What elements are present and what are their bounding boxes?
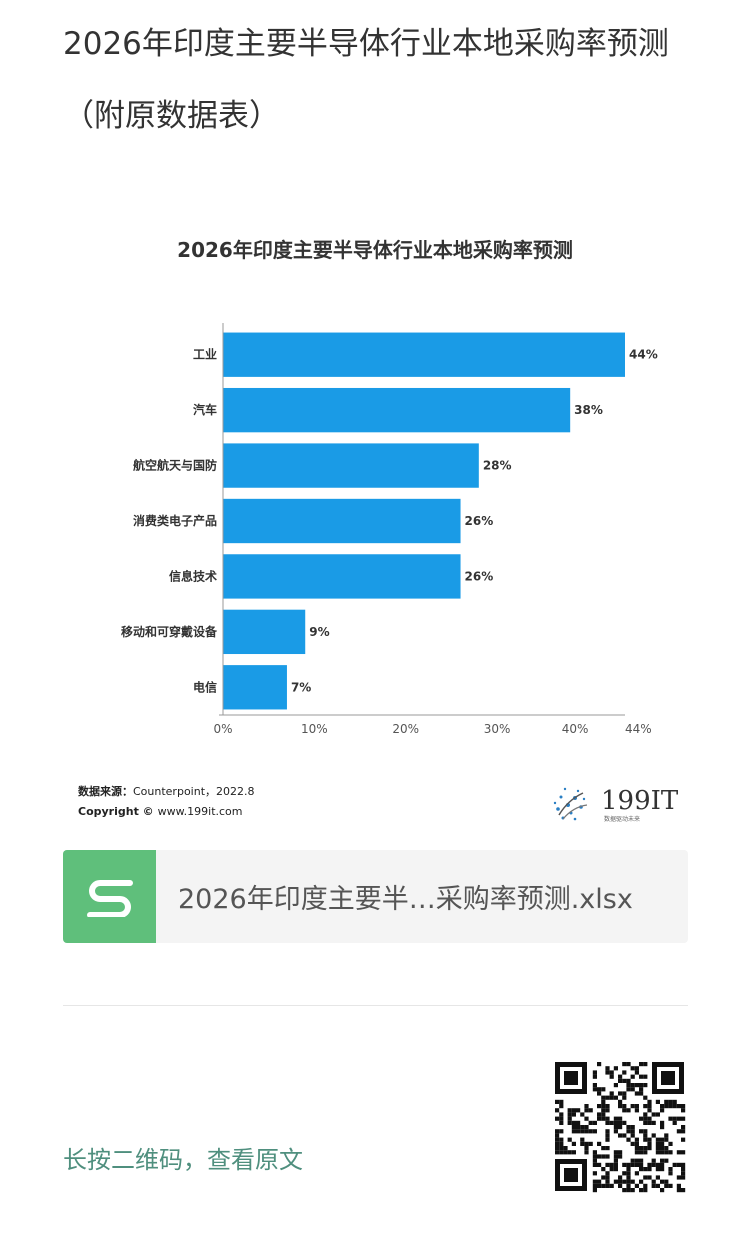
spreadsheet-s-icon (63, 850, 156, 943)
x-tick-label: 20% (392, 722, 419, 736)
value-label: 44% (629, 348, 658, 362)
x-tick-label: 30% (484, 722, 511, 736)
copyright-text: www.199it.com (158, 805, 243, 818)
value-label: 26% (465, 569, 494, 583)
value-label: 26% (465, 514, 494, 528)
category-label: 汽车 (193, 402, 217, 417)
value-label: 7% (291, 680, 311, 694)
bar (223, 443, 479, 488)
qr-code-icon[interactable] (553, 1060, 686, 1193)
x-tick-label: 40% (562, 722, 589, 736)
chart-title: 2026年印度主要半导体行业本地采购率预测 (177, 238, 573, 262)
x-tick-label: 0% (213, 722, 232, 736)
divider (63, 1005, 688, 1006)
logo-tagline: 数据驱动未来 (604, 815, 640, 823)
attachment-file-card[interactable]: 2026年印度主要半…采购率预测.xlsx (63, 850, 688, 943)
bar (223, 554, 461, 599)
x-tick-label: 10% (301, 722, 328, 736)
source-line: 数据来源：Counterpoint，2022.8 (78, 784, 255, 798)
qr-caption: 长按二维码，查看原文 (63, 1146, 303, 1174)
category-label: 信息技术 (169, 568, 217, 583)
value-label: 28% (483, 459, 512, 473)
bar (223, 665, 287, 710)
199it-logo: 199IT 数据驱动未来 (553, 786, 679, 823)
bars-layer: 工业 44% 汽车 38% 航空航天与国防 28% 消费类电子产品 26% 信息技术 26% 移动和… (121, 332, 658, 710)
source-label: 数据来源： (78, 784, 133, 798)
bar (223, 332, 625, 377)
attachment-file-name: 2026年印度主要半…采购率预测.xlsx (178, 884, 633, 915)
category-label: 电信 (193, 679, 217, 694)
source-text: Counterpoint，2022.8 (133, 785, 255, 798)
bar (223, 498, 461, 544)
category-label: 移动和可穿戴设备 (121, 624, 218, 639)
value-label: 9% (309, 625, 329, 639)
x-ticks-layer: 0% 10% 20% 30% 40% 44% (213, 722, 651, 736)
page-title: 2026年印度主要半导体行业本地采购率预测（附原数据表） (63, 26, 669, 134)
logo-text: 199IT (601, 786, 679, 816)
category-label: 消费类电子产品 (133, 513, 217, 528)
bar-chart: 2026年印度主要半导体行业本地采购率预测 工业 44% 汽车 38% 航空航天与国防 2… (63, 215, 688, 830)
logo-dandelion-icon (553, 787, 588, 821)
bar (223, 387, 571, 433)
copyright-label: Copyright © (78, 805, 154, 818)
category-label: 航空航天与国防 (133, 458, 217, 473)
copyright-line: Copyright © www.199it.com (78, 805, 243, 818)
category-label: 工业 (193, 347, 217, 362)
value-label: 38% (574, 403, 603, 417)
bar (223, 609, 306, 655)
x-tick-label: 44% (625, 722, 652, 736)
bar-chart-svg: 2026年印度主要半导体行业本地采购率预测 工业 44% 汽车 38% 航空航天与国防 2… (78, 238, 679, 823)
